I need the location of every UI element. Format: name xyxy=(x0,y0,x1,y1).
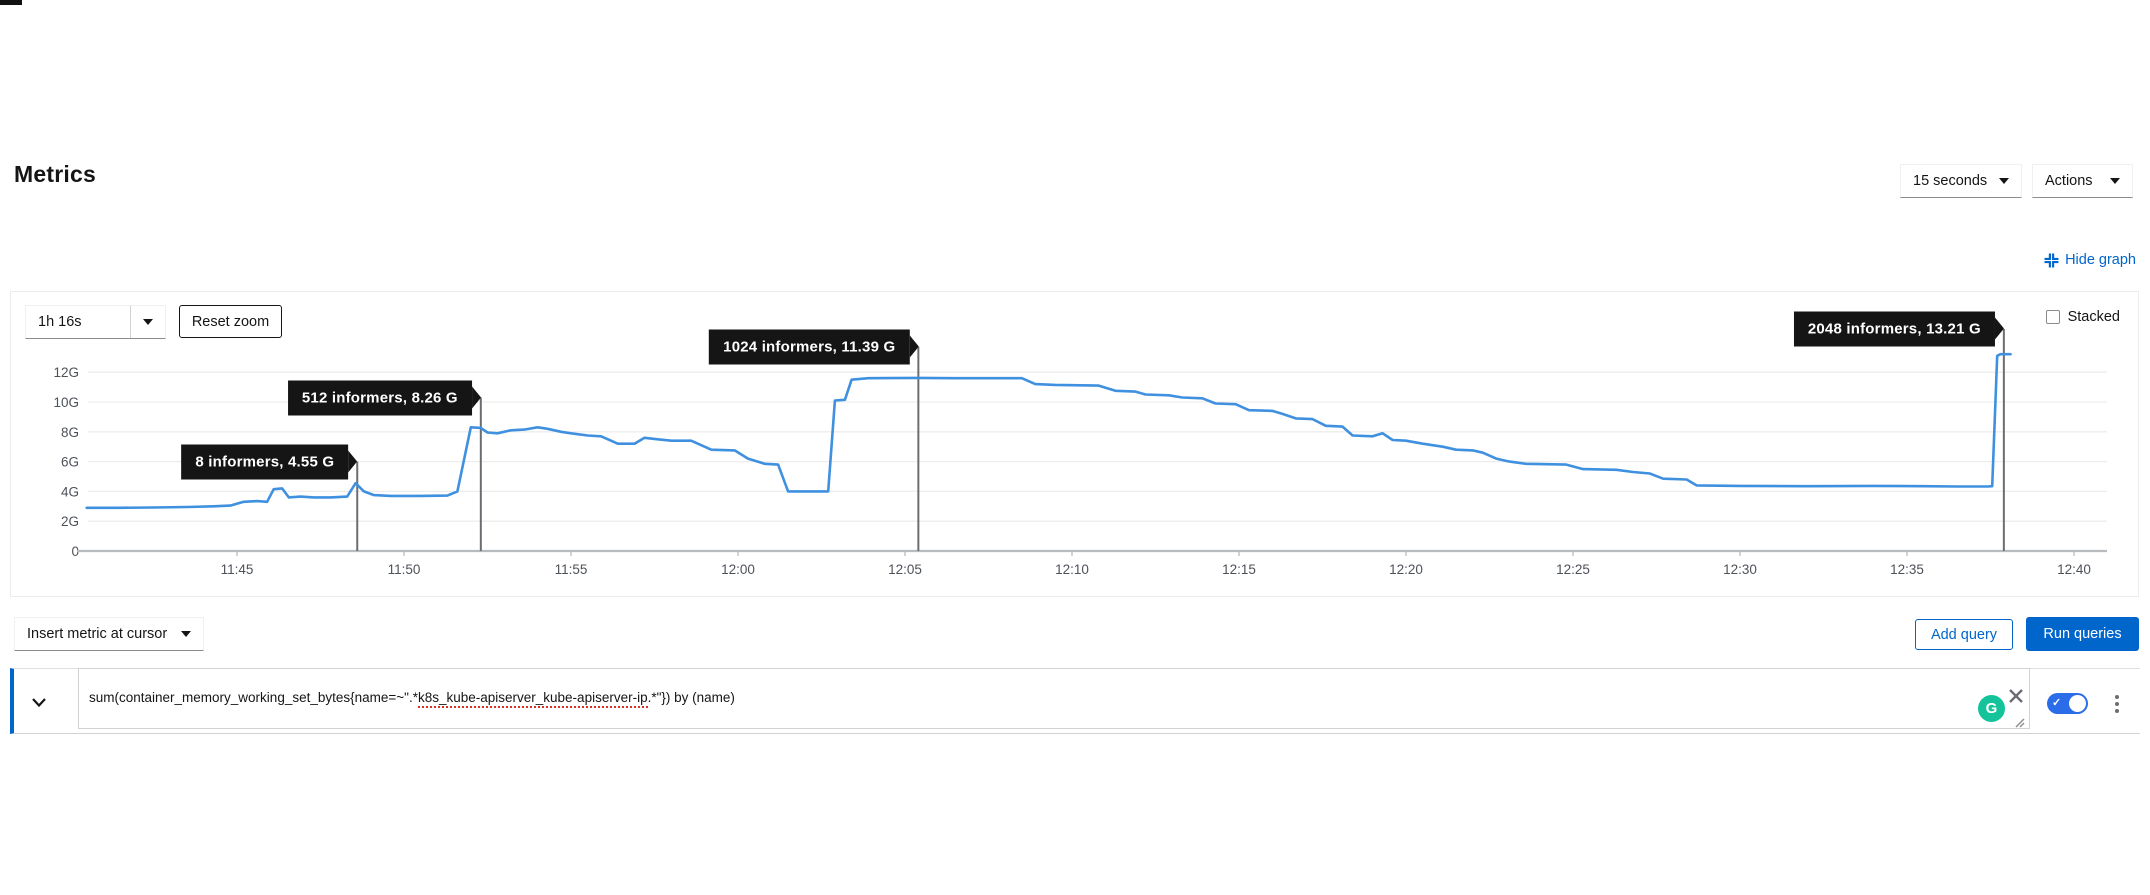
reset-zoom-button[interactable]: Reset zoom xyxy=(179,305,282,338)
add-query-button[interactable]: Add query xyxy=(1915,619,2013,650)
actions-dropdown[interactable]: Actions xyxy=(2032,164,2133,198)
y-tick-label: 4G xyxy=(61,484,79,499)
refresh-interval-select[interactable]: 15 seconds xyxy=(1900,164,2022,198)
stacked-checkbox[interactable] xyxy=(2045,310,2060,324)
grammarly-icon[interactable]: G xyxy=(1978,695,2005,722)
chevron-down-icon xyxy=(2110,178,2120,184)
page-title: Metrics xyxy=(14,161,96,187)
toggle-knob xyxy=(2069,695,2086,712)
y-tick-label: 12G xyxy=(53,365,79,380)
run-queries-button[interactable]: Run queries xyxy=(2026,617,2139,651)
annotation-flag: 2048 informers, 13.21 G xyxy=(1793,311,1995,347)
query-toolbar: Insert metric at cursor Add query Run qu… xyxy=(0,617,2150,651)
window-edge-artifact xyxy=(0,0,22,5)
x-tick-label: 12:35 xyxy=(1890,562,1924,577)
stacked-label: Stacked xyxy=(2067,309,2120,325)
query-text-after: .*"}) by (name) xyxy=(647,690,735,705)
stacked-checkbox-group[interactable]: Stacked xyxy=(2045,309,2120,325)
x-tick-label: 11:50 xyxy=(388,562,421,577)
textarea-resize-handle[interactable] xyxy=(2014,717,2025,728)
x-tick-label: 11:45 xyxy=(221,562,254,577)
series-line xyxy=(85,352,2012,510)
y-tick-label: 8G xyxy=(61,425,79,440)
query-expand-toggle[interactable] xyxy=(28,691,50,713)
x-tick-label: 12:10 xyxy=(1055,562,1089,577)
annotation-flag: 1024 informers, 11.39 G xyxy=(709,329,910,365)
x-tick-label: 12:00 xyxy=(721,562,755,577)
x-tick-label: 12:30 xyxy=(1723,562,1757,577)
hide-graph-label: Hide graph xyxy=(2065,252,2136,268)
compress-icon xyxy=(2044,253,2059,267)
chevron-down-icon xyxy=(32,698,46,708)
x-tick-label: 12:05 xyxy=(888,562,922,577)
y-tick-label: 10G xyxy=(53,395,79,410)
kebab-menu-icon[interactable] xyxy=(2104,690,2130,718)
x-tick-label: 12:25 xyxy=(1556,562,1590,577)
chevron-down-icon xyxy=(181,631,191,637)
metrics-line-chart[interactable]: 12G 10G 8G 6G 4G 2G 0 11:45 11:50 11:55 12:00 12:05… xyxy=(11,292,2139,596)
chevron-down-icon xyxy=(1999,178,2009,184)
refresh-interval-value: 15 seconds xyxy=(1913,173,1988,189)
timespan-select[interactable]: 1h 16s xyxy=(25,305,166,339)
annotation-flag: 512 informers, 8.26 G xyxy=(287,380,472,416)
y-tick-label: 2G xyxy=(61,514,79,529)
query-text-misspelled: k8s_kube-apiserver_kube-apiserver-ip xyxy=(417,690,648,708)
timespan-value: 1h 16s xyxy=(38,314,82,330)
annotation-flag: 8 informers, 4.55 G xyxy=(181,444,349,480)
query-enabled-toggle[interactable]: ✓ xyxy=(2047,693,2088,714)
query-entry-row: sum(container_memory_working_set_bytes{n… xyxy=(10,668,2140,734)
x-tick-label: 11:55 xyxy=(555,562,588,577)
y-tick-label: 0 xyxy=(71,544,79,559)
x-tick-label: 12:40 xyxy=(2057,562,2091,577)
insert-metric-label: Insert metric at cursor xyxy=(27,626,168,642)
insert-metric-select[interactable]: Insert metric at cursor xyxy=(14,617,204,651)
clear-query-icon[interactable] xyxy=(2006,686,2026,706)
graph-panel: 12G 10G 8G 6G 4G 2G 0 11:45 11:50 11:55 12:00 12:05… xyxy=(10,291,2139,597)
y-tick-label: 6G xyxy=(61,455,79,470)
query-input[interactable]: sum(container_memory_working_set_bytes{n… xyxy=(78,668,2030,729)
check-icon: ✓ xyxy=(2052,697,2062,709)
actions-dropdown-label: Actions xyxy=(2045,173,2093,189)
x-tick-label: 12:15 xyxy=(1222,562,1256,577)
chevron-down-icon xyxy=(143,319,153,325)
hide-graph-link[interactable]: Hide graph xyxy=(2044,252,2136,268)
x-tick-label: 12:20 xyxy=(1389,562,1423,577)
query-text-before: sum(container_memory_working_set_bytes{n… xyxy=(89,690,418,705)
